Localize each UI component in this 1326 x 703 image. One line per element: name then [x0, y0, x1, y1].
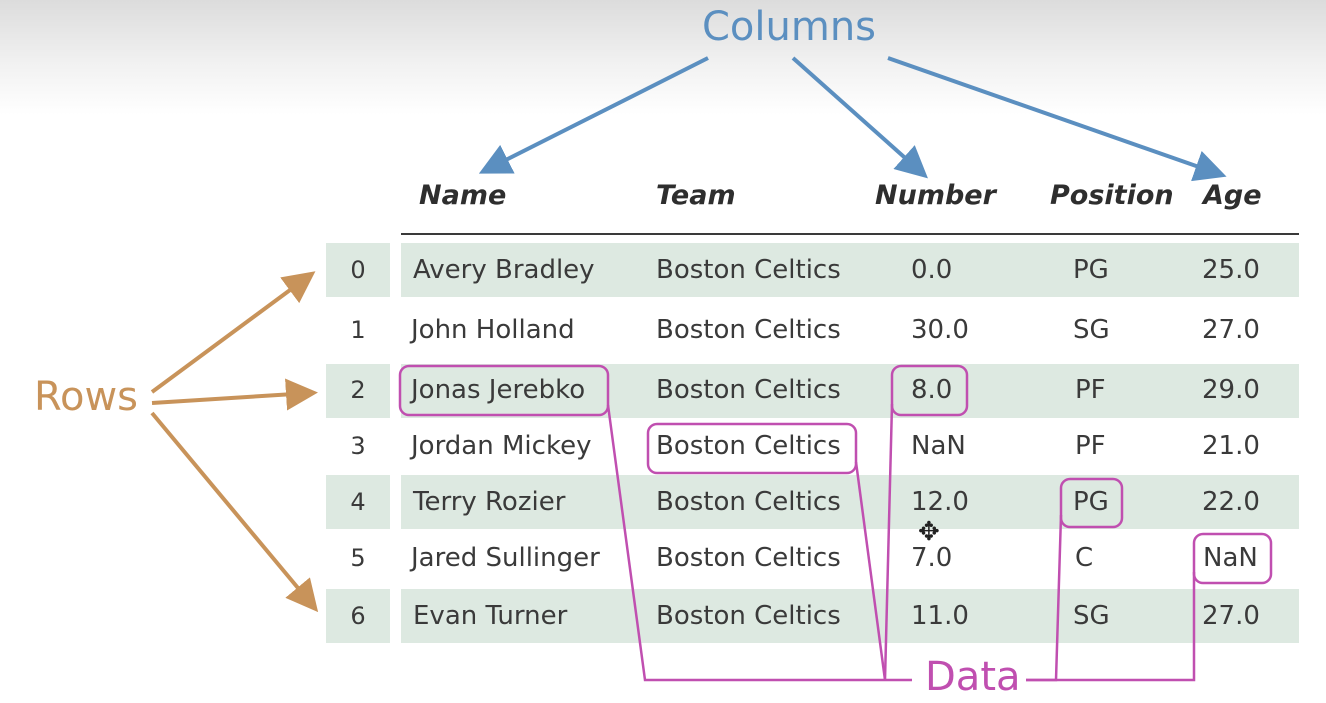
cell-number: NaN — [911, 431, 966, 461]
row-arrow-6 — [150, 411, 319, 613]
cell-number: 7.0 — [911, 543, 953, 573]
cell-team: Boston Celtics — [656, 375, 841, 405]
cell-position: SG — [1073, 601, 1110, 631]
cell-age: 27.0 — [1202, 601, 1260, 631]
move-cursor-icon: ✥ — [918, 517, 940, 547]
column-arrow-age — [887, 56, 1227, 182]
index-band-2 — [326, 364, 390, 418]
cell-name: John Holland — [411, 315, 575, 345]
row-index: 6 — [350, 602, 366, 630]
column-arrow-number — [791, 56, 928, 179]
cell-position: PF — [1075, 431, 1106, 461]
row-band-0 — [401, 243, 1299, 297]
cell-team: Boston Celtics — [656, 431, 841, 461]
row-index: 0 — [350, 256, 366, 284]
row-index: 2 — [350, 376, 366, 404]
data-box-number-8 — [890, 364, 969, 417]
cell-number: 0.0 — [911, 255, 953, 285]
cell-age: NaN — [1203, 543, 1258, 573]
row-arrow-2 — [151, 378, 318, 411]
cell-name: Jared Sullinger — [411, 543, 600, 573]
cell-name: Avery Bradley — [413, 255, 595, 285]
cell-team: Boston Celtics — [656, 601, 841, 631]
row-band-4 — [401, 475, 1299, 529]
header-rule — [401, 233, 1299, 235]
cell-age: 22.0 — [1202, 487, 1260, 517]
header-name: Name — [419, 180, 507, 211]
data-connector-team — [854, 461, 887, 681]
cell-age: 25.0 — [1202, 255, 1260, 285]
cell-name: Evan Turner — [413, 601, 568, 631]
row-arrow-0 — [150, 271, 316, 394]
cell-number: 30.0 — [911, 315, 969, 345]
index-band-4 — [326, 475, 390, 529]
row-band-2 — [401, 364, 1299, 418]
cell-team: Boston Celtics — [656, 487, 841, 517]
cell-age: 29.0 — [1202, 375, 1260, 405]
header-team: Team — [656, 180, 736, 211]
data-box-position-pg — [1059, 477, 1124, 529]
header-age: Age — [1203, 180, 1262, 211]
cell-number: 8.0 — [911, 375, 953, 405]
cell-team: Boston Celtics — [656, 255, 841, 285]
cell-number: 12.0 — [911, 487, 969, 517]
data-box-boston-celtics — [646, 422, 858, 475]
header-position: Position — [1050, 180, 1174, 211]
rows-label: Rows — [34, 374, 139, 420]
cell-name: Jonas Jerebko — [411, 375, 586, 405]
data-box-age-nan — [1192, 532, 1273, 585]
cell-age: 21.0 — [1202, 431, 1260, 461]
header-number: Number — [875, 180, 996, 211]
top-shade — [0, 0, 1326, 115]
row-index: 5 — [350, 544, 366, 572]
index-band-6 — [326, 589, 390, 643]
column-arrow-name — [478, 56, 709, 174]
cell-name: Terry Rozier — [413, 487, 566, 517]
data-connector-position — [1026, 514, 1063, 682]
row-index: 3 — [350, 432, 366, 460]
data-connector-age — [1026, 572, 1196, 682]
columns-label: Columns — [702, 4, 877, 50]
row-band-6 — [401, 589, 1299, 643]
cell-position: PG — [1073, 255, 1109, 285]
cell-number: 11.0 — [911, 601, 969, 631]
cell-position: C — [1075, 543, 1094, 573]
cell-team: Boston Celtics — [656, 315, 841, 345]
cell-position: PG — [1073, 487, 1109, 517]
data-connector-name — [606, 404, 912, 682]
cell-position: SG — [1073, 315, 1110, 345]
cell-position: PF — [1075, 375, 1106, 405]
data-box-jonas-jerebko — [398, 364, 610, 417]
cell-team: Boston Celtics — [656, 543, 841, 573]
row-index: 4 — [350, 488, 366, 516]
cell-name: Jordan Mickey — [411, 431, 592, 461]
cell-age: 27.0 — [1202, 315, 1260, 345]
row-index: 1 — [350, 316, 366, 344]
index-band-0 — [326, 243, 390, 297]
data-connector-number — [883, 403, 894, 681]
data-label: Data — [921, 654, 1025, 700]
